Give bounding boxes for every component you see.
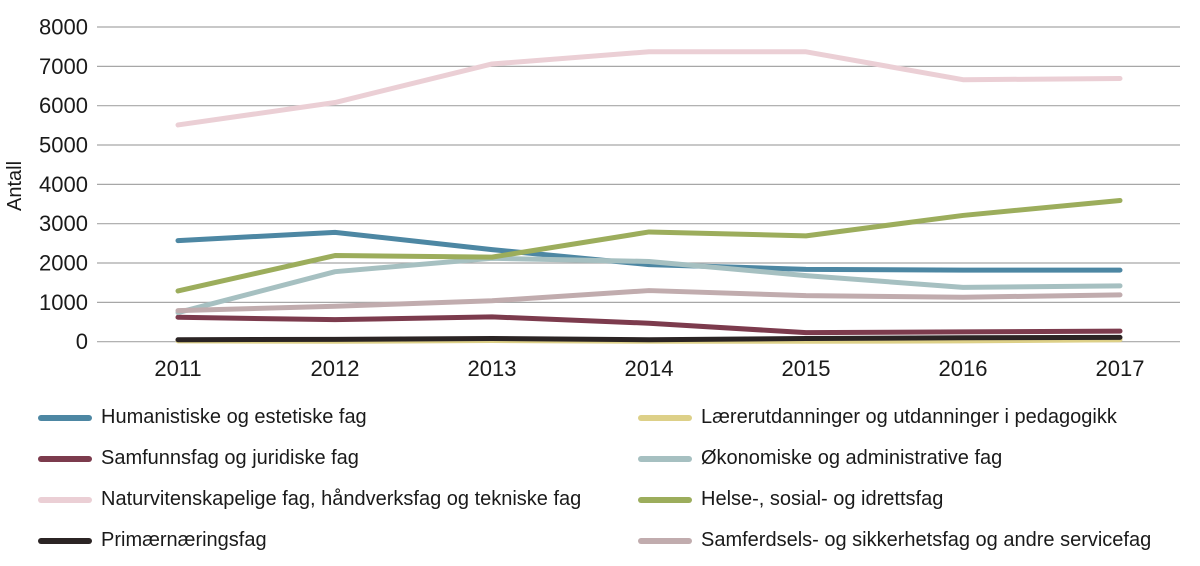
legend-label: Økonomiske og administrative fag: [701, 447, 1003, 469]
y-tick-label: 2000: [39, 251, 88, 276]
legend-swatch: [38, 496, 92, 503]
plot-area: 0 1000 2000 3000 4000 5000 6000 7000 8000 2011 201…: [39, 15, 1180, 381]
x-tick-label: 2015: [782, 356, 831, 381]
legend-swatch: [38, 455, 92, 462]
x-tick-label: 2011: [154, 356, 201, 381]
legend-item: Samferdsels- og sikkerhetsfag og andre s…: [638, 520, 1200, 561]
x-tick-label: 2012: [311, 356, 360, 381]
legend-label: Lærerutdanninger og utdanninger i pedago…: [701, 406, 1117, 428]
y-tick-label: 8000: [39, 15, 88, 40]
legend: Humanistiske og estetiske fag Lærerutdann…: [0, 397, 1200, 561]
series-line-5: [175, 197, 1123, 294]
x-tick-label: 2013: [468, 356, 517, 381]
legend-item: Lærerutdanninger og utdanninger i pedago…: [638, 397, 1200, 438]
x-tick-label: 2017: [1096, 356, 1145, 381]
legend-item: Naturvitenskapelige fag, håndverksfag og…: [38, 479, 638, 520]
legend-item: Samfunnsfag og juridiske fag: [38, 438, 638, 479]
legend-item: Økonomiske og administrative fag: [638, 438, 1200, 479]
y-tick-label: 3000: [39, 211, 88, 236]
y-tick-label: 1000: [39, 290, 88, 315]
legend-swatch: [638, 496, 692, 503]
x-tick-label: 2014: [625, 356, 674, 381]
series-line-6: [175, 334, 1123, 343]
series-line-0: [175, 229, 1123, 273]
legend-label: Samferdsels- og sikkerhetsfag og andre s…: [701, 529, 1152, 551]
series-line-3: [175, 255, 1123, 316]
legend-swatch: [638, 455, 692, 462]
legend-swatch: [38, 414, 92, 421]
y-tick-label: 4000: [39, 172, 88, 197]
legend-item: Helse-, sosial- og idrettsfag: [638, 479, 1200, 520]
legend-label: Naturvitenskapelige fag, håndverksfag og…: [101, 488, 582, 510]
y-axis-title: Antall: [4, 160, 26, 212]
legend-label: Helse-, sosial- og idrettsfag: [701, 488, 944, 510]
legend-item: Humanistiske og estetiske fag: [38, 397, 638, 438]
legend-swatch: [638, 414, 692, 421]
series-line-2: [175, 314, 1123, 336]
legend-swatch: [638, 537, 692, 544]
legend-label: Humanistiske og estetiske fag: [101, 406, 367, 428]
series-line-4: [175, 49, 1123, 128]
series-line-7: [175, 288, 1123, 314]
y-tick-label: 6000: [39, 93, 88, 118]
x-tick-label: 2016: [939, 356, 988, 381]
y-tick-label: 5000: [39, 133, 88, 158]
legend-swatch: [38, 537, 92, 544]
legend-label: Primærnæringsfag: [101, 529, 267, 551]
legend-label: Samfunnsfag og juridiske fag: [101, 447, 359, 469]
legend-item: Primærnæringsfag: [38, 520, 638, 561]
y-tick-label: 0: [76, 329, 88, 354]
y-tick-label: 7000: [39, 54, 88, 79]
